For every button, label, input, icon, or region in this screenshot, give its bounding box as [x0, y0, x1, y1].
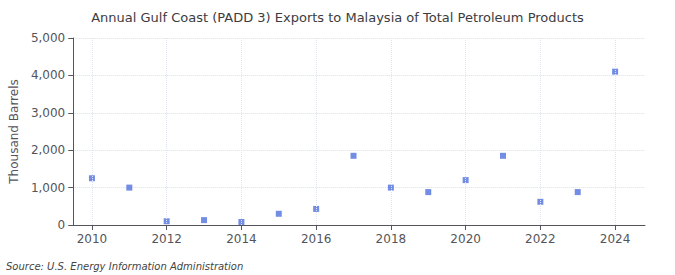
svg-text:5,000: 5,000 [31, 31, 65, 45]
svg-text:1,000: 1,000 [31, 181, 65, 195]
svg-text:2,000: 2,000 [31, 143, 65, 157]
svg-text:2022: 2022 [525, 232, 556, 246]
svg-text:3,000: 3,000 [31, 106, 65, 120]
svg-text:2012: 2012 [151, 232, 182, 246]
svg-text:2020: 2020 [450, 232, 481, 246]
svg-text:0: 0 [58, 218, 66, 232]
svg-text:2018: 2018 [376, 232, 407, 246]
svg-text:2010: 2010 [77, 232, 108, 246]
svg-text:Annual Gulf Coast (PADD 3) Exp: Annual Gulf Coast (PADD 3) Exports to Ma… [91, 10, 584, 25]
svg-text:Thousand Barrels: Thousand Barrels [7, 79, 21, 184]
svg-text:2024: 2024 [600, 232, 631, 246]
svg-text:4,000: 4,000 [31, 68, 65, 82]
svg-text:2014: 2014 [226, 232, 257, 246]
svg-text:2016: 2016 [301, 232, 332, 246]
svg-text:Source: U.S. Energy Informatio: Source: U.S. Energy Information Administ… [6, 261, 243, 272]
